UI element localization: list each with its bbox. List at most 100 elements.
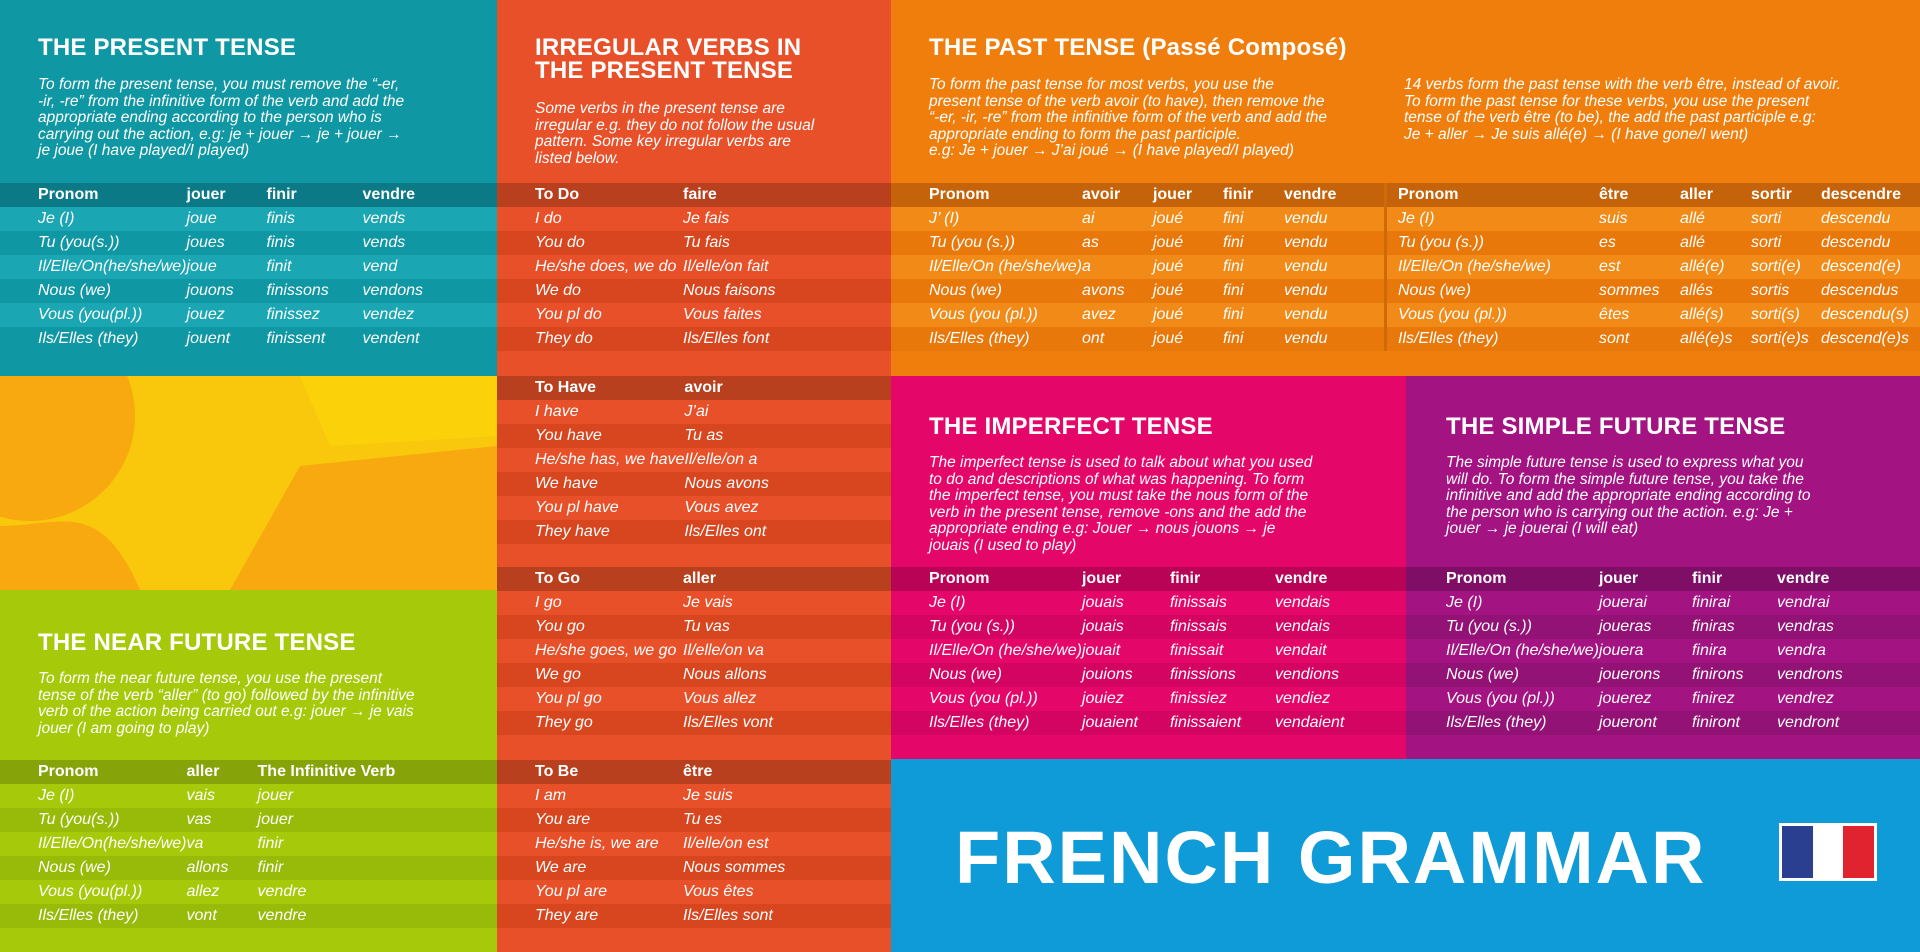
table-row: We have Nous avons bbox=[497, 472, 891, 496]
faire-table: To Do faire I do Je fais You do Tu fais He/s… bbox=[497, 183, 891, 351]
pronoun-cell: Il/Elle/On (he/she/we) bbox=[1446, 642, 1599, 659]
conjugation-cell: descendu(s) bbox=[1821, 306, 1910, 323]
conjugation-cell: vendu bbox=[1283, 282, 1328, 299]
pronoun-cell: Vous (you(pl.)) bbox=[38, 883, 143, 900]
pronoun-cell: Je (I) bbox=[1398, 210, 1435, 227]
french-grammar-banner: FRENCH GRAMMAR bbox=[891, 759, 1920, 952]
table-row: They are Ils/Elles sont bbox=[497, 904, 891, 928]
conjugation-cell: a bbox=[1081, 258, 1091, 275]
table-header-row: To Go aller bbox=[497, 567, 891, 591]
pronoun-cell: Tu (you(s.)) bbox=[38, 234, 120, 251]
table-row: Il/Elle/On(he/she/we) va finir bbox=[0, 832, 497, 856]
pronoun-cell: I do bbox=[535, 210, 562, 227]
conjugation-cell: Il/elle/on a bbox=[684, 451, 758, 468]
near-future-table: Pronom aller The Infinitive Verb Je (I) v… bbox=[0, 760, 497, 928]
imperfect-tense-intro: The imperfect tense is used to talk abou… bbox=[929, 454, 1313, 554]
present-tense-rows: Je (I) joue finis vends Tu (you(s.)) joues fin… bbox=[0, 207, 497, 351]
table-row: Ils/Elles (they) joueront finiront vendront bbox=[1406, 711, 1920, 735]
past-tense-avoir-table: Pronom avoir jouer finir vendre J’ (I) ai… bbox=[891, 183, 1384, 351]
conjugation-cell: vendons bbox=[362, 282, 424, 299]
conjugation-cell: vendez bbox=[362, 306, 415, 323]
pronoun-cell: We are bbox=[535, 859, 587, 876]
conjugation-cell: vendu bbox=[1283, 210, 1328, 227]
table-row: You pl have Vous avez bbox=[497, 496, 891, 520]
conjugation-cell: vendent bbox=[362, 330, 420, 347]
pronoun-cell: Il/Elle/On (he/she/we) bbox=[929, 258, 1082, 275]
table-row: Vous (you(pl.)) jouez finissez vendez bbox=[0, 303, 497, 327]
conjugation-cell: joué bbox=[1152, 306, 1184, 323]
table-row: Tu (you (s.)) es allé sorti descendu bbox=[1387, 231, 1920, 255]
conjugation-cell: finissions bbox=[1169, 666, 1236, 683]
table-row: I go Je vais bbox=[497, 591, 891, 615]
table-row: Il/Elle/On (he/she/we) jouait finissait ven… bbox=[891, 639, 1406, 663]
conjugation-cell: vends bbox=[362, 210, 406, 227]
pronoun-cell: Vous (you (pl.)) bbox=[1446, 690, 1555, 707]
near-future-rows: Je (I) vais jouer Tu (you(s.)) vas jouer Il/El… bbox=[0, 784, 497, 928]
conjugation-cell: jouer bbox=[257, 787, 294, 804]
pronoun-cell: He/she has, we have bbox=[535, 451, 685, 468]
irregular-verbs-panel: IRREGULAR VERBS IN THE PRESENT TENSE Som… bbox=[497, 0, 891, 952]
conjugation-cell: Nous faisons bbox=[683, 282, 776, 299]
pronoun-cell: Nous (we) bbox=[38, 859, 111, 876]
conjugation-cell: fini bbox=[1222, 306, 1244, 323]
table-row: They do Ils/Elles font bbox=[497, 327, 891, 351]
near-future-title: THE NEAR FUTURE TENSE bbox=[38, 629, 356, 656]
table-row: We go Nous allons bbox=[497, 663, 891, 687]
decorative-yellow-panel bbox=[0, 376, 497, 590]
conjugation-cell: sortis bbox=[1751, 282, 1790, 299]
flag-blue-stripe bbox=[1782, 826, 1813, 878]
conjugation-cell: Ils/Elles sont bbox=[683, 907, 773, 924]
conjugation-cell: jouiez bbox=[1081, 690, 1124, 707]
table-row: J’ (I) ai joué fini vendu bbox=[891, 207, 1384, 231]
present-tense-table: Pronom jouer finir vendre Je (I) joue fini… bbox=[0, 183, 497, 351]
conjugation-cell: Je suis bbox=[683, 787, 733, 804]
conjugation-cell: Il/elle/on fait bbox=[683, 258, 769, 275]
flag-white-stripe bbox=[1812, 826, 1844, 878]
conjugation-cell: finissais bbox=[1169, 594, 1227, 611]
conjugation-cell: joué bbox=[1152, 210, 1184, 227]
near-future-intro: To form the near future tense, you use t… bbox=[38, 670, 415, 737]
table-header-row: To Have avoir bbox=[497, 376, 891, 400]
conjugation-cell: vais bbox=[186, 787, 215, 804]
table-row: Il/Elle/On (he/she/we) est allé(e) sorti(e)… bbox=[1387, 255, 1920, 279]
pronoun-cell: They go bbox=[535, 714, 593, 731]
table-header-row: Pronom jouer finir vendre bbox=[891, 567, 1406, 591]
table-row: You do Tu fais bbox=[497, 231, 891, 255]
conjugation-cell: vendrez bbox=[1776, 690, 1834, 707]
aller-rows: I go Je vais You go Tu vas He/she goes, we g… bbox=[497, 591, 891, 735]
conjugation-cell: ont bbox=[1081, 330, 1105, 347]
conjugation-cell: finir bbox=[257, 859, 284, 876]
conjugation-cell: Nous allons bbox=[683, 666, 767, 683]
pronoun-cell: He/she does, we do bbox=[535, 258, 677, 275]
table-row: I am Je suis bbox=[497, 784, 891, 808]
table-row: Je (I) jouerai finirai vendrai bbox=[1406, 591, 1920, 615]
aller-table: To Go aller I go Je vais You go Tu vas He/sh… bbox=[497, 567, 891, 735]
table-header-row: Pronom être aller sortir descendre bbox=[1387, 183, 1920, 207]
pronoun-cell: Nous (we) bbox=[1398, 282, 1471, 299]
pronoun-cell: You pl are bbox=[535, 883, 608, 900]
table-row: Je (I) suis allé sorti descendu bbox=[1387, 207, 1920, 231]
table-row: Nous (we) allons finir bbox=[0, 856, 497, 880]
conjugation-cell: finissent bbox=[266, 330, 326, 347]
table-row: Tu (you (s.)) joueras finiras vendras bbox=[1406, 615, 1920, 639]
conjugation-cell: descendus bbox=[1821, 282, 1899, 299]
table-row: You have Tu as bbox=[497, 424, 891, 448]
conjugation-cell: finissez bbox=[266, 306, 320, 323]
conjugation-cell: joué bbox=[1152, 330, 1184, 347]
pronoun-cell: You have bbox=[535, 427, 602, 444]
past-tense-title: THE PAST TENSE (Passé Composé) bbox=[929, 34, 1347, 61]
conjugation-cell: sorti bbox=[1751, 210, 1782, 227]
conjugation-cell: descendu bbox=[1821, 210, 1891, 227]
conjugation-cell: vendaient bbox=[1274, 714, 1345, 731]
conjugation-cell: joué bbox=[1152, 234, 1184, 251]
table-row: He/she has, we have Il/elle/on a bbox=[497, 448, 891, 472]
conjugation-cell: es bbox=[1599, 234, 1616, 251]
table-row: Il/Elle/On (he/she/we) jouera finira vendra bbox=[1406, 639, 1920, 663]
conjugation-cell: fini bbox=[1222, 282, 1244, 299]
conjugation-cell: vendais bbox=[1274, 618, 1331, 635]
conjugation-cell: Je fais bbox=[683, 210, 730, 227]
conjugation-cell: avons bbox=[1081, 282, 1125, 299]
conjugation-cell: allé(e)s bbox=[1680, 330, 1733, 347]
conjugation-cell: vendu bbox=[1283, 330, 1328, 347]
pronoun-cell: Nous (we) bbox=[38, 282, 111, 299]
